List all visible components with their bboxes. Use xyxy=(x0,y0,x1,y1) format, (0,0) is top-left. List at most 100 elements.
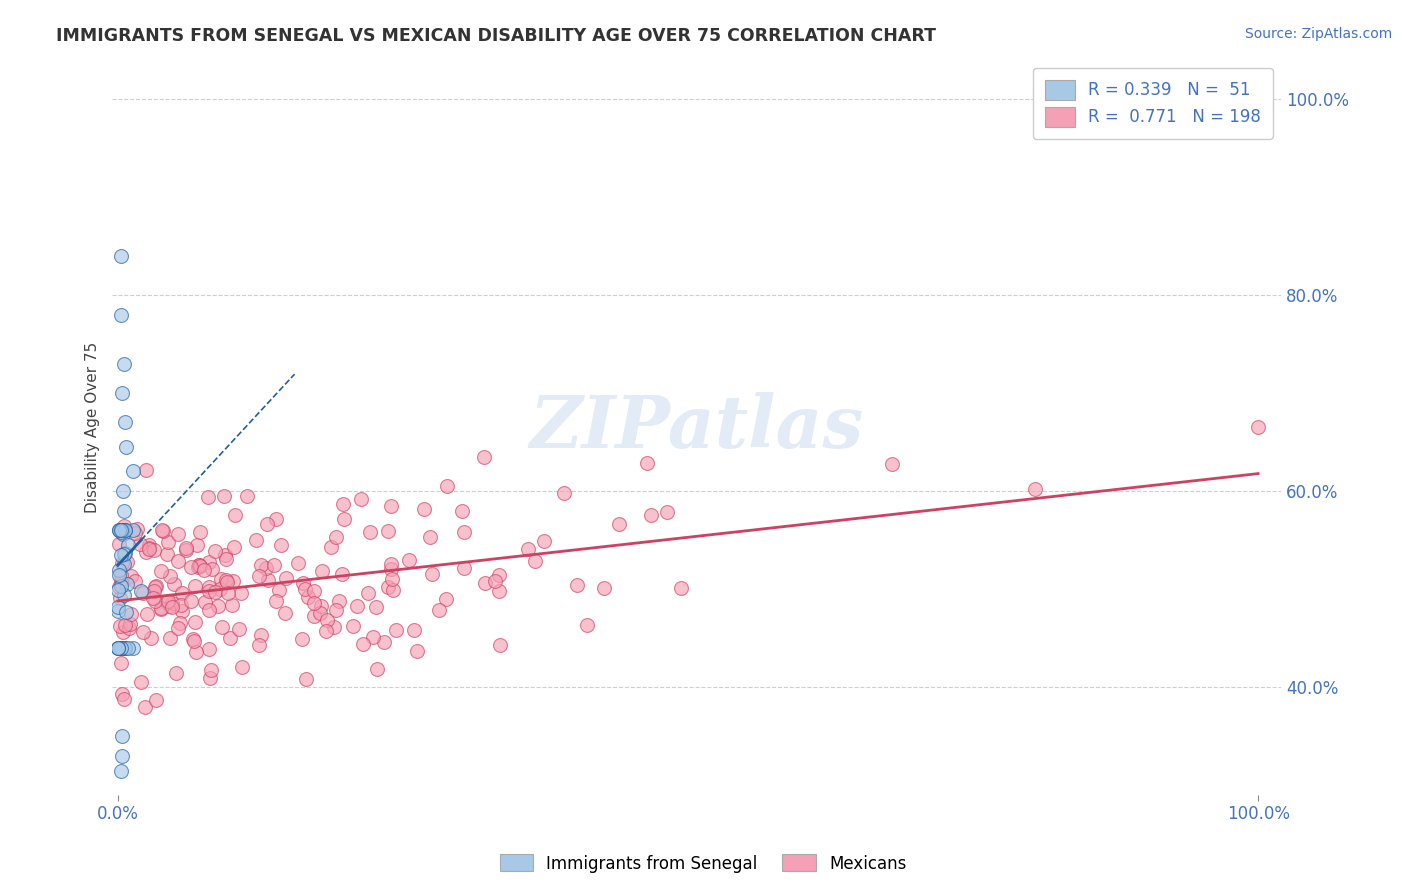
Point xyxy=(145,579,167,593)
Point xyxy=(592,582,614,596)
Point xyxy=(484,574,506,588)
Point xyxy=(474,575,496,590)
Point xyxy=(366,662,388,676)
Point xyxy=(160,597,183,611)
Point xyxy=(107,640,129,655)
Point xyxy=(882,458,904,472)
Point xyxy=(188,558,211,573)
Point xyxy=(111,748,134,763)
Point xyxy=(201,562,224,576)
Point xyxy=(198,583,221,598)
Point xyxy=(110,619,132,633)
Point xyxy=(609,517,631,532)
Point xyxy=(553,486,575,500)
Point xyxy=(112,547,135,561)
Point xyxy=(420,566,443,581)
Point xyxy=(250,628,273,642)
Point xyxy=(218,632,240,646)
Point xyxy=(108,567,131,582)
Point xyxy=(167,527,190,541)
Point xyxy=(197,490,219,504)
Point xyxy=(640,508,662,523)
Point xyxy=(152,524,174,539)
Point xyxy=(108,524,131,538)
Point xyxy=(110,524,132,539)
Point xyxy=(120,617,142,632)
Point xyxy=(150,523,173,537)
Point xyxy=(135,607,157,621)
Point xyxy=(159,631,181,645)
Point xyxy=(198,555,221,569)
Point xyxy=(165,666,187,681)
Point xyxy=(112,691,135,706)
Point xyxy=(188,558,211,572)
Point xyxy=(209,572,232,586)
Point xyxy=(453,561,475,575)
Point xyxy=(212,489,235,503)
Point xyxy=(108,537,131,551)
Point xyxy=(138,538,160,552)
Point xyxy=(398,553,420,567)
Point xyxy=(163,576,186,591)
Point xyxy=(330,566,353,581)
Point xyxy=(224,508,246,522)
Point xyxy=(489,638,512,652)
Point xyxy=(121,640,143,655)
Legend: Immigrants from Senegal, Mexicans: Immigrants from Senegal, Mexicans xyxy=(494,847,912,880)
Point xyxy=(120,607,142,621)
Point xyxy=(180,594,202,608)
Point xyxy=(118,621,141,635)
Point xyxy=(108,580,131,594)
Point xyxy=(270,538,292,552)
Point xyxy=(112,640,135,655)
Point xyxy=(308,606,330,620)
Point xyxy=(110,579,132,593)
Point xyxy=(111,729,134,743)
Point xyxy=(114,440,136,454)
Point xyxy=(377,581,399,595)
Point xyxy=(247,638,270,652)
Point xyxy=(229,586,252,600)
Point xyxy=(380,558,402,572)
Point xyxy=(134,463,156,477)
Point xyxy=(380,562,402,576)
Point xyxy=(316,613,339,627)
Point xyxy=(129,674,152,689)
Point xyxy=(111,524,134,538)
Point xyxy=(325,530,347,544)
Point xyxy=(287,556,309,570)
Point xyxy=(111,556,134,570)
Point xyxy=(198,580,221,594)
Point xyxy=(636,456,658,470)
Point xyxy=(110,524,132,538)
Point xyxy=(274,606,297,620)
Point xyxy=(112,519,135,533)
Point xyxy=(183,634,205,648)
Point xyxy=(122,524,145,538)
Point xyxy=(269,583,291,598)
Point xyxy=(472,450,495,465)
Point xyxy=(359,525,381,540)
Point xyxy=(342,619,364,633)
Point xyxy=(214,549,236,563)
Text: Source: ZipAtlas.com: Source: ZipAtlas.com xyxy=(1244,27,1392,41)
Point xyxy=(322,620,344,634)
Point xyxy=(125,522,148,536)
Point xyxy=(236,490,259,504)
Point xyxy=(231,660,253,674)
Point xyxy=(328,594,350,608)
Point xyxy=(186,538,208,552)
Point xyxy=(114,416,136,430)
Point xyxy=(222,574,245,588)
Point xyxy=(523,554,546,568)
Point xyxy=(162,599,184,614)
Point xyxy=(325,603,347,617)
Point xyxy=(110,308,132,322)
Point xyxy=(111,527,134,541)
Point xyxy=(263,558,285,572)
Point xyxy=(436,479,458,493)
Point xyxy=(291,632,314,646)
Point xyxy=(169,616,191,631)
Point xyxy=(516,541,538,556)
Point xyxy=(110,568,132,582)
